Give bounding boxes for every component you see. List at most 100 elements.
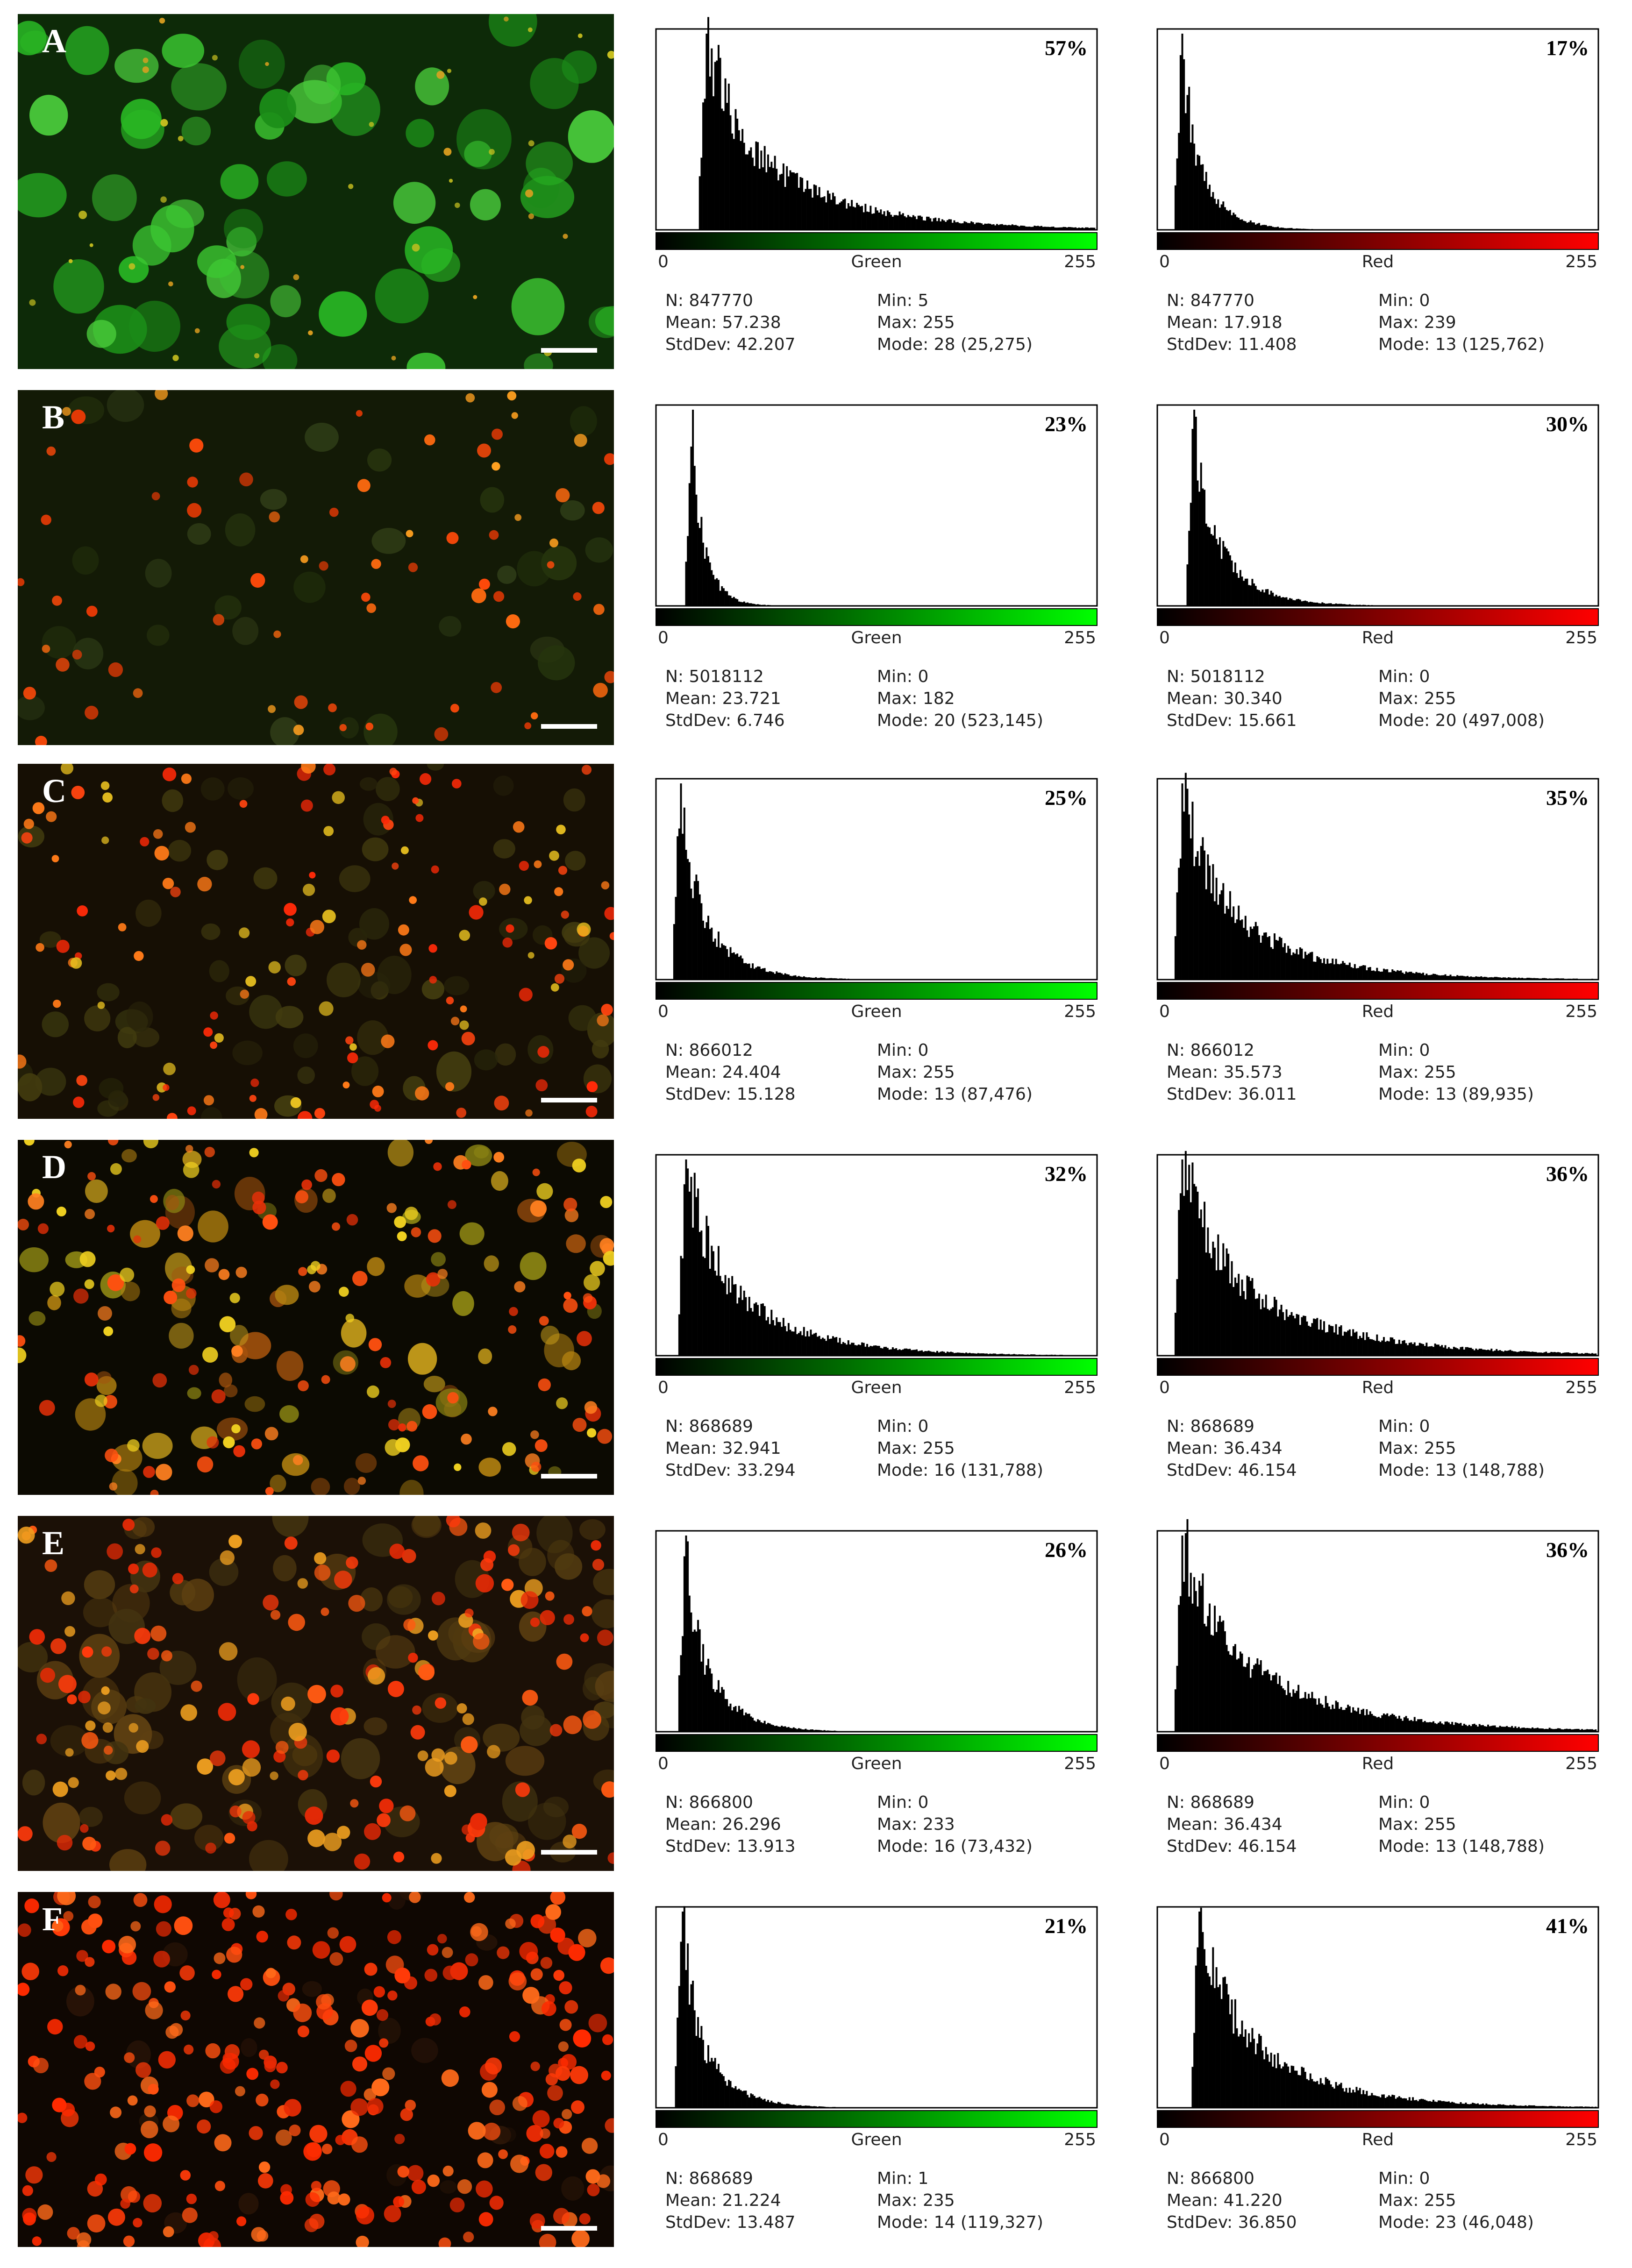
histogram-bar: [805, 2105, 807, 2108]
histogram-bar: [765, 172, 768, 230]
histogram-bar: [1176, 1279, 1178, 1356]
stat-mode: Mode: 16 (131,788): [877, 1461, 1043, 1480]
histogram-bar: [1239, 570, 1241, 606]
histogram-bar: [1209, 527, 1211, 606]
stats-column-left: N: 868689 Mean: 36.434 StdDev: 46.154: [1167, 1415, 1297, 1481]
axis-min-label: 0: [658, 2130, 669, 2149]
histogram-bar: [1045, 227, 1048, 230]
histogram-bar: [1427, 1346, 1429, 1356]
histogram-bar: [1588, 1353, 1590, 1356]
histogram-bar: [1354, 605, 1356, 606]
histogram-bar: [1572, 1729, 1575, 1732]
axis-min-label: 0: [1159, 252, 1170, 271]
histogram-frame: [1156, 28, 1599, 231]
histogram-bar: [1383, 2094, 1385, 2108]
histogram-bar: [1366, 970, 1368, 980]
histogram-bar: [1215, 877, 1218, 980]
histogram-bar: [1506, 2105, 1508, 2108]
histogram-bar: [1413, 1342, 1416, 1356]
histogram-bar: [765, 2101, 768, 2108]
histogram-bar: [847, 203, 849, 230]
histogram-bar: [1415, 972, 1418, 980]
histogram-bar: [1061, 1355, 1063, 1356]
histogram-bar: [1316, 956, 1318, 980]
histogram-bar: [1354, 964, 1356, 980]
histogram-bar: [755, 2097, 757, 2108]
histogram-bar: [1037, 1355, 1039, 1356]
histogram-bar: [1023, 1354, 1026, 1356]
stat-mean: Mean: 24.404: [665, 1063, 781, 1082]
histogram-bar: [1557, 1352, 1559, 1356]
histogram-bar: [731, 1276, 734, 1356]
histogram-bar: [678, 1675, 680, 1732]
histogram-bar: [878, 212, 880, 230]
histogram-bar: [1478, 2104, 1481, 2108]
histogram-bar: [1263, 932, 1265, 980]
histogram-bar: [1011, 224, 1013, 230]
histogram-bar: [1552, 2106, 1554, 2108]
histogram-bar: [1425, 1343, 1428, 1356]
histogram-bar: [786, 166, 788, 230]
scale-bar: [541, 724, 597, 729]
histogram-bar: [948, 1352, 950, 1356]
histogram-bar: [1412, 2097, 1414, 2108]
histogram-bar: [1068, 227, 1070, 230]
histogram-bar: [1209, 865, 1211, 980]
histogram-bar: [1332, 958, 1334, 980]
histogram-bar: [1080, 228, 1082, 230]
panel-letter: B: [42, 398, 65, 436]
histogram-bar: [1256, 590, 1259, 606]
histogram-bar: [1227, 1253, 1230, 1356]
histogram-bar: [1275, 2068, 1277, 2108]
histogram-bar: [1258, 590, 1261, 606]
panel-row-f: F 21% 0 Green 255 N: 868689 Mean: 21.224 StdDev…: [0, 1892, 1632, 2256]
histogram-bar: [724, 2081, 727, 2108]
histogram-bar: [1444, 974, 1447, 980]
histogram-bar: [726, 103, 728, 230]
histogram-bar: [1506, 978, 1508, 980]
histogram-bar: [1217, 544, 1219, 606]
histogram-bar: [991, 1354, 993, 1356]
histogram-bar: [851, 1343, 853, 1356]
histogram-bar: [1280, 597, 1283, 606]
histogram-bar: [682, 833, 684, 980]
histogram-bar: [798, 1728, 800, 1732]
histogram-bar: [1227, 1651, 1230, 1732]
histogram-bar: [817, 1730, 819, 1732]
histogram-bar: [1400, 1344, 1402, 1356]
histogram-bar: [1061, 227, 1063, 230]
histogram-bar: [706, 2063, 708, 2108]
panel-letter: E: [42, 1524, 65, 1562]
histogram-bar: [693, 881, 696, 980]
histogram-bar: [698, 894, 701, 980]
histogram-bar: [1514, 2105, 1517, 2108]
histogram-bar: [685, 562, 687, 606]
histogram-bar: [1444, 2101, 1447, 2108]
histogram-bar: [1454, 976, 1457, 980]
histogram-bar: [1075, 227, 1077, 230]
histogram-bar: [1376, 1334, 1378, 1356]
histogram-bar: [1234, 1277, 1236, 1356]
histogram-bar: [1374, 1341, 1376, 1356]
histogram-bar: [852, 206, 855, 230]
histogram-bar: [717, 1680, 720, 1732]
axis-max-label: 255: [1064, 628, 1096, 647]
histogram-bar: [1330, 2084, 1332, 2108]
histogram-bar: [1018, 1354, 1020, 1356]
histogram-bar: [926, 1351, 928, 1356]
histogram-bar: [731, 598, 734, 606]
histogram-bar: [956, 1352, 959, 1356]
histogram-bar: [673, 924, 675, 980]
histogram-bar: [734, 2086, 737, 2108]
histogram-bar: [1574, 978, 1576, 980]
histogram-bar: [888, 212, 891, 230]
histogram-bar: [1251, 222, 1254, 230]
histogram-bar: [752, 157, 754, 230]
histogram-bar: [792, 975, 795, 980]
histogram-bar: [1437, 975, 1440, 980]
histogram-bar: [929, 1351, 932, 1356]
histogram-bar: [1400, 970, 1402, 980]
histogram-bar: [1308, 1325, 1310, 1356]
histogram-bar: [1303, 1698, 1305, 1732]
axis-channel-label: Green: [851, 628, 902, 647]
